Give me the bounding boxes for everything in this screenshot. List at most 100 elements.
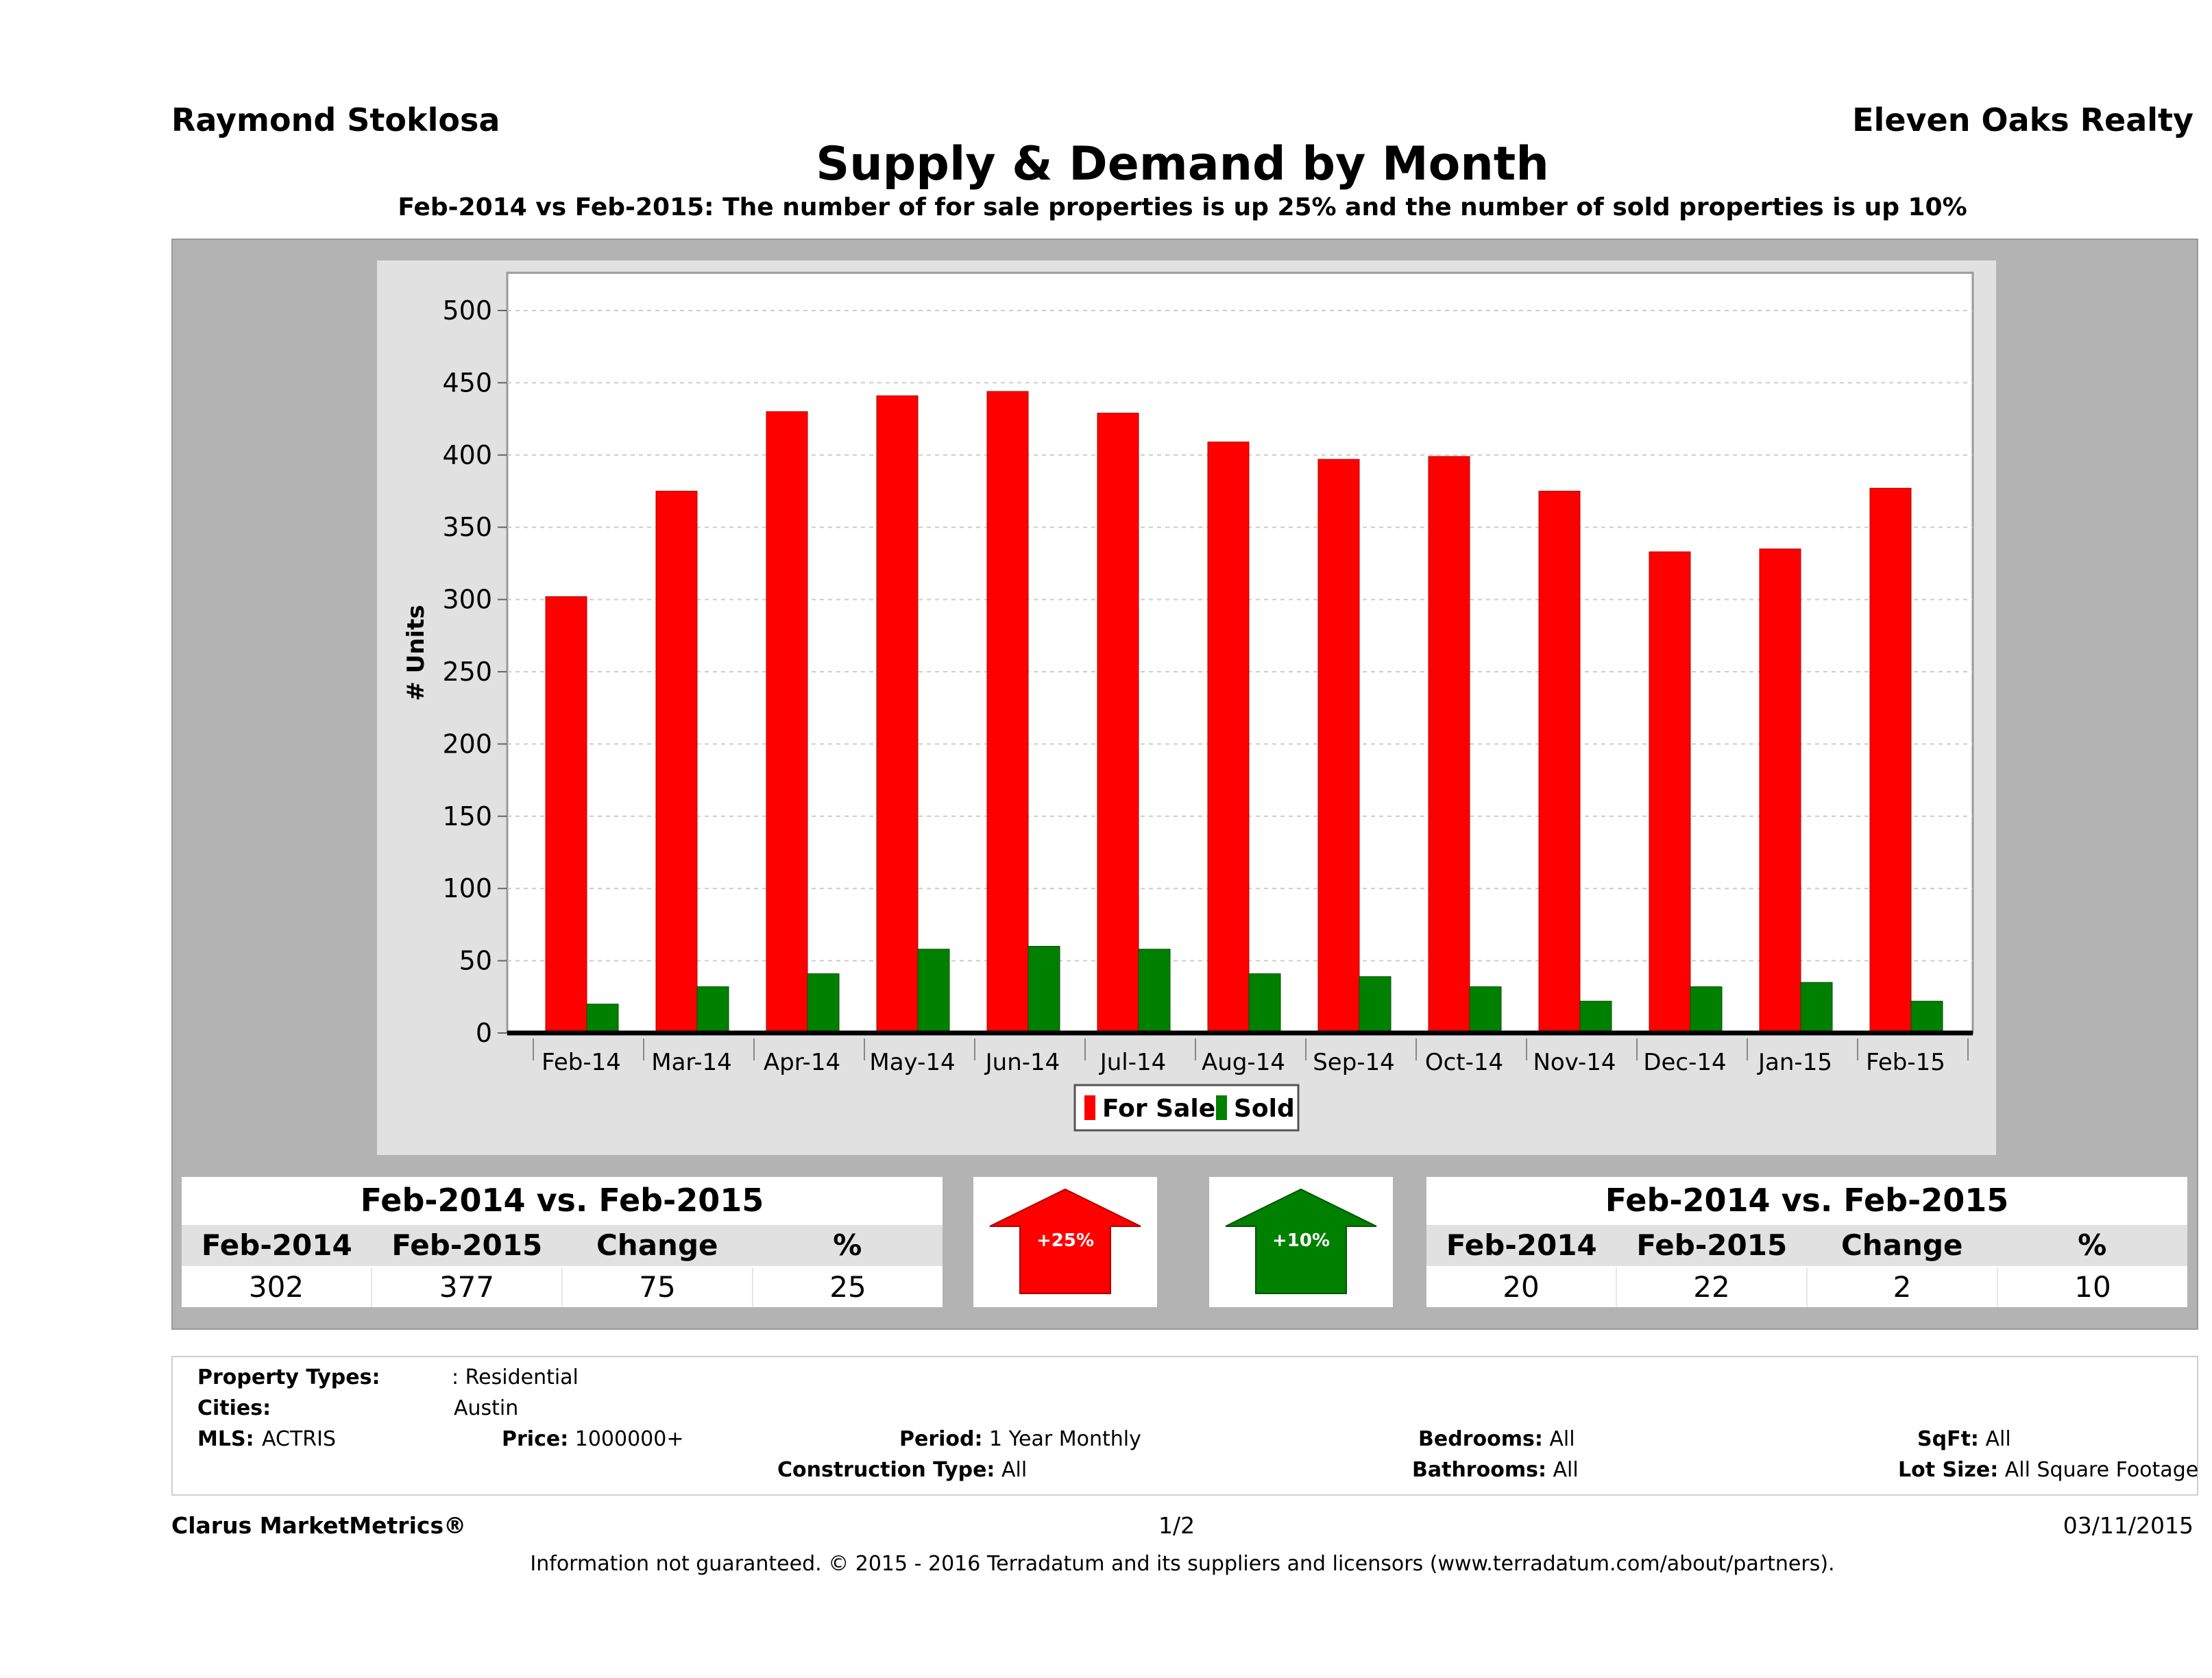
y-axis-label: # Units bbox=[402, 605, 430, 701]
criteria-label: SqFt: bbox=[1917, 1427, 1979, 1451]
page-subtitle: Feb-2014 vs Feb-2015: The number of for … bbox=[398, 193, 1967, 221]
bar-for-sale bbox=[1869, 487, 1912, 1034]
column-header: Feb-2015 bbox=[391, 1228, 543, 1262]
legend-swatch bbox=[1084, 1095, 1095, 1120]
bar-for-sale bbox=[1097, 413, 1139, 1034]
bar-sold bbox=[1690, 986, 1723, 1034]
search-criteria: Property Types: : Residential Cities: Au… bbox=[171, 1356, 2198, 1496]
bar-for-sale bbox=[986, 391, 1029, 1034]
for-sale-change-arrow: +25% bbox=[973, 1177, 1157, 1307]
bar-sold bbox=[1359, 976, 1391, 1034]
bar-for-sale bbox=[1317, 459, 1360, 1034]
criteria-label: Bedrooms: bbox=[1418, 1427, 1543, 1451]
column-header: % bbox=[833, 1228, 862, 1262]
x-tick-label: Apr-14 bbox=[764, 1049, 840, 1076]
x-tick-label: May-14 bbox=[869, 1049, 955, 1076]
y-tick-label: 0 bbox=[476, 1018, 492, 1048]
y-tick-label: 250 bbox=[442, 657, 492, 687]
y-tick-label: 200 bbox=[442, 729, 492, 759]
x-tick-label: Jul-14 bbox=[1099, 1049, 1167, 1076]
criteria-value: ACTRIS bbox=[262, 1427, 337, 1451]
bar-sold bbox=[696, 986, 729, 1034]
criteria-value: 1 Year Monthly bbox=[989, 1427, 1141, 1451]
bar-for-sale bbox=[1538, 491, 1581, 1034]
report-date: 03/11/2015 bbox=[2063, 1512, 2193, 1539]
criteria-value: : Residential bbox=[452, 1365, 579, 1389]
table-cell: 302 bbox=[182, 1267, 372, 1307]
bar-sold bbox=[807, 973, 840, 1034]
bar-for-sale bbox=[1428, 456, 1470, 1034]
sold-summary-title: Feb-2014 vs. Feb-2015 bbox=[1605, 1182, 2009, 1219]
legend-swatch bbox=[1216, 1095, 1227, 1120]
y-tick-label: 150 bbox=[442, 801, 492, 831]
x-tick-label: Mar-14 bbox=[651, 1049, 732, 1076]
table-cell: 377 bbox=[372, 1267, 563, 1307]
bar-sold bbox=[1800, 982, 1833, 1034]
criteria-label: Property Types: bbox=[197, 1365, 380, 1389]
y-tick-label: 350 bbox=[442, 512, 492, 542]
for-sale-summary-value-row: 302 377 75 25 bbox=[182, 1267, 943, 1307]
agent-name: Raymond Stoklosa bbox=[171, 101, 500, 138]
x-tick-label: Sep-14 bbox=[1313, 1049, 1395, 1076]
table-cell: 20 bbox=[1426, 1267, 1617, 1307]
criteria-label: MLS: bbox=[197, 1427, 254, 1451]
y-tick-label: 450 bbox=[442, 367, 492, 398]
criteria-label: Price: bbox=[502, 1427, 569, 1451]
x-tick-label: Feb-15 bbox=[1866, 1049, 1945, 1076]
bar-sold bbox=[1138, 949, 1171, 1034]
for-sale-summary-header-row: Feb-2014 Feb-2015 Change % bbox=[182, 1225, 943, 1266]
column-header: Change bbox=[1840, 1228, 1963, 1262]
y-tick-label: 50 bbox=[459, 946, 492, 976]
criteria-value: 1000000+ bbox=[574, 1427, 684, 1451]
x-tick-label: Aug-14 bbox=[1202, 1049, 1285, 1076]
for-sale-change-label: +25% bbox=[1036, 1230, 1095, 1251]
footer-brand: Clarus MarketMetrics® bbox=[171, 1512, 467, 1539]
bar-for-sale bbox=[1207, 441, 1250, 1034]
column-header: Feb-2015 bbox=[1636, 1228, 1788, 1262]
sold-summary-header-row: Feb-2014 Feb-2015 Change % bbox=[1426, 1225, 2187, 1266]
criteria-label: Cities: bbox=[197, 1396, 271, 1420]
criteria-value: All bbox=[1553, 1458, 1579, 1482]
bar-for-sale bbox=[1759, 548, 1801, 1034]
table-cell: 2 bbox=[1808, 1267, 1998, 1307]
bar-for-sale bbox=[1649, 551, 1691, 1034]
bar-for-sale bbox=[655, 491, 698, 1034]
bar-sold bbox=[1469, 986, 1502, 1034]
legend bbox=[1073, 1084, 1300, 1132]
x-tick-label: Dec-14 bbox=[1643, 1049, 1726, 1076]
bar-sold bbox=[1910, 1001, 1943, 1034]
criteria-value: All bbox=[1985, 1427, 2011, 1451]
column-header: Change bbox=[596, 1228, 718, 1262]
legend-label: Sold bbox=[1234, 1095, 1295, 1123]
criteria-value: Austin bbox=[454, 1396, 519, 1420]
table-cell: 22 bbox=[1617, 1267, 1808, 1307]
page-number: 1/2 bbox=[1158, 1512, 1195, 1539]
criteria-label: Period: bbox=[899, 1427, 983, 1451]
for-sale-summary-table: Feb-2014 vs. Feb-2015 Feb-2014 Feb-2015 … bbox=[182, 1177, 943, 1307]
column-header: Feb-2014 bbox=[1446, 1228, 1597, 1262]
up-arrow-icon bbox=[1225, 1188, 1377, 1294]
x-tick-label: Jan-15 bbox=[1757, 1049, 1832, 1076]
x-tick-label: Feb-14 bbox=[542, 1049, 621, 1076]
page-title: Supply & Demand by Month bbox=[816, 137, 1549, 191]
y-tick-label: 400 bbox=[442, 440, 492, 470]
criteria-label: Lot Size: bbox=[1898, 1458, 1999, 1482]
up-arrow-icon bbox=[989, 1188, 1141, 1294]
criteria-value: All bbox=[1001, 1458, 1028, 1482]
sold-change-arrow: +10% bbox=[1209, 1177, 1393, 1307]
column-header: Feb-2014 bbox=[201, 1228, 352, 1262]
bar-sold bbox=[1248, 973, 1281, 1034]
sold-summary-table: Feb-2014 vs. Feb-2015 Feb-2014 Feb-2015 … bbox=[1426, 1177, 2187, 1307]
y-tick-label: 500 bbox=[442, 295, 492, 326]
criteria-value: All bbox=[1549, 1427, 1575, 1451]
bar-sold bbox=[917, 949, 950, 1034]
sold-summary-value-row: 20 22 2 10 bbox=[1426, 1267, 2187, 1307]
table-cell: 25 bbox=[829, 1270, 866, 1304]
legend-label: For Sale bbox=[1102, 1095, 1215, 1123]
x-tick-label: Jun-14 bbox=[984, 1049, 1060, 1076]
bar-sold bbox=[586, 1004, 619, 1034]
y-tick-label: 100 bbox=[442, 873, 492, 903]
y-tick-label: 300 bbox=[442, 585, 492, 615]
criteria-value: All Square Footage bbox=[2004, 1458, 2199, 1482]
bar-chart: 0 50 100 150 200 250 300 350 400 450 500 # Units Feb… bbox=[402, 271, 1974, 1132]
